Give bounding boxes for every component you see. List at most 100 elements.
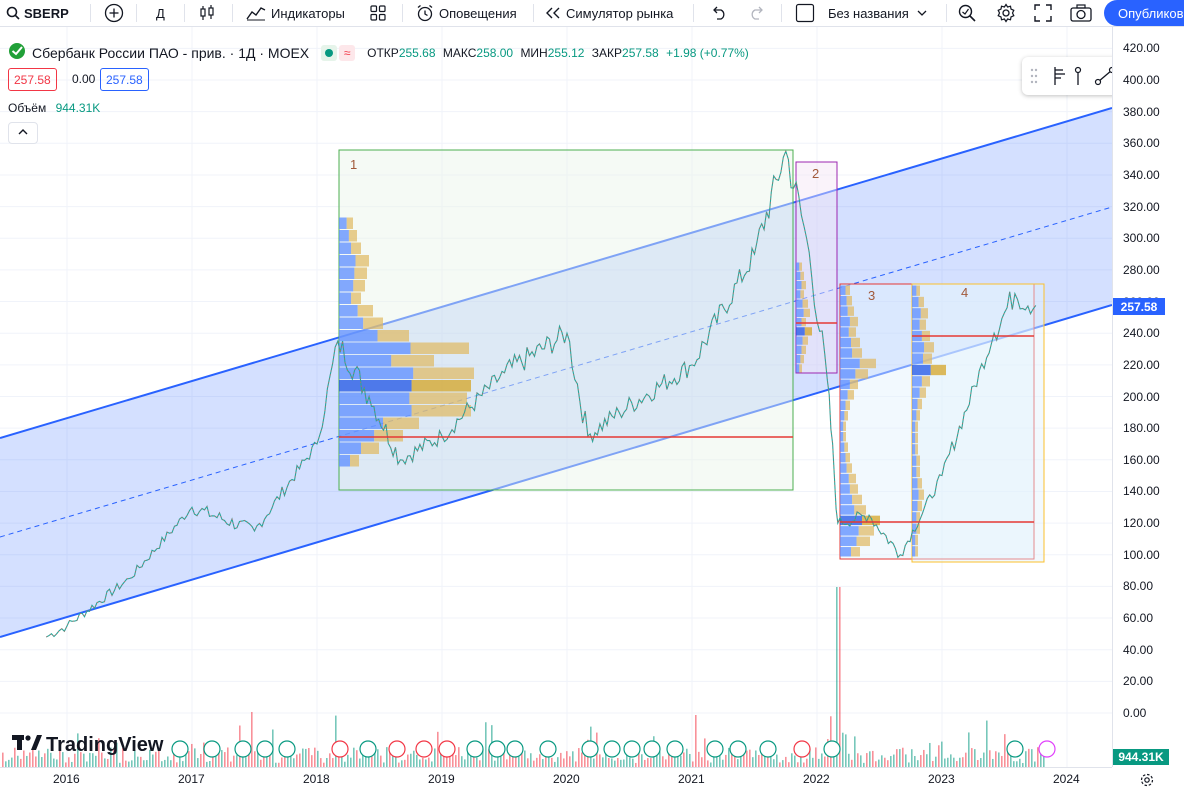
fullscreen-button[interactable]	[1034, 0, 1052, 26]
volume-bar	[794, 755, 796, 767]
volume-bar	[500, 753, 502, 767]
profile-bar-up	[796, 271, 801, 280]
volume-bar	[644, 759, 646, 767]
volume-bar	[926, 754, 928, 767]
symbol-title[interactable]: Сбербанк России ПАО - прив. · 1Д · MOEX	[32, 44, 310, 61]
compare-button[interactable]	[104, 0, 124, 26]
volume-bar	[233, 755, 235, 767]
box-number-label: 4	[961, 285, 968, 300]
volume-bar	[641, 754, 643, 767]
event-marker	[331, 740, 349, 758]
collapse-legend-button[interactable]	[8, 122, 38, 144]
profile-bar-up	[840, 421, 844, 431]
chart-type-button[interactable]	[198, 0, 216, 26]
time-tick-label: 2022	[803, 772, 830, 786]
profile-bar-down	[916, 512, 920, 523]
volume-bar	[380, 755, 382, 767]
profile-bar-down	[383, 417, 419, 429]
profile-bar-up	[339, 255, 356, 267]
volume-bar	[779, 762, 781, 767]
interval-button[interactable]: Д	[156, 0, 165, 26]
volume-bar	[41, 757, 43, 767]
volume-bar	[929, 742, 931, 767]
volume-bar	[863, 762, 865, 767]
profile-tool-icon[interactable]	[1052, 66, 1068, 91]
volume-bar	[287, 752, 289, 767]
volume-bar	[263, 750, 265, 767]
volume-bar	[758, 754, 760, 767]
tradingview-logo[interactable]: TradingView	[12, 733, 163, 757]
volume-bar	[617, 758, 619, 767]
sell-price-button[interactable]: 257.58	[8, 68, 57, 91]
volume-bar	[665, 759, 667, 767]
volume-bar	[161, 761, 163, 767]
volume-bar	[704, 738, 706, 767]
volume-bar	[338, 751, 340, 767]
undo-button[interactable]	[710, 0, 728, 26]
price-tick-label: 380.00	[1123, 104, 1160, 119]
volume-bar	[998, 752, 1000, 767]
symbol-search[interactable]: SBERP	[6, 0, 69, 26]
volume-bar	[530, 753, 532, 767]
volume-bar	[38, 750, 40, 767]
publish-button[interactable]: Опубликов	[1104, 0, 1184, 26]
chevron-down-icon	[917, 9, 927, 17]
price-axis[interactable]	[1112, 27, 1184, 767]
price-tick-label: 100.00	[1123, 547, 1160, 562]
volume-bar	[107, 758, 109, 767]
divider	[136, 4, 137, 22]
volume-bar	[782, 760, 784, 767]
volume-bar	[791, 753, 793, 767]
settings-button[interactable]	[996, 0, 1016, 26]
volume-bar	[164, 759, 166, 767]
volume-bar	[407, 754, 409, 767]
volume-bar	[536, 757, 538, 767]
profile-bar-down	[843, 431, 846, 442]
price-tick-label: 240.00	[1123, 326, 1160, 341]
volume-bar	[215, 752, 217, 767]
profile-bar-down	[919, 387, 926, 398]
profile-bar-down	[346, 217, 353, 229]
profile-bar-up	[339, 230, 349, 242]
divider	[402, 4, 403, 22]
price-tick-label: 60.00	[1123, 611, 1154, 626]
volume-bar	[35, 756, 37, 767]
volume-bar	[950, 754, 952, 767]
layout-menu[interactable]: Без названия	[795, 0, 927, 26]
volume-bar	[611, 758, 613, 767]
profile-bar-down	[858, 526, 874, 536]
quick-search-button[interactable]	[957, 0, 977, 26]
redo-icon	[748, 6, 766, 20]
buy-price-button[interactable]: 257.58	[100, 68, 149, 91]
time-axis[interactable]	[0, 767, 1112, 794]
redo-button[interactable]	[748, 0, 766, 26]
profile-bar-up	[840, 337, 851, 348]
profile-bar-down	[351, 242, 361, 254]
axis-settings-icon[interactable]	[1140, 773, 1154, 792]
profile-bar-up	[840, 358, 860, 369]
price-chart[interactable]: 1 2 3 4	[0, 27, 1112, 767]
profile-bar-down	[802, 336, 808, 345]
vertical-line-icon[interactable]	[1072, 66, 1084, 91]
drag-handle-icon[interactable]	[1030, 68, 1038, 89]
templates-button[interactable]	[370, 0, 386, 26]
price-tick-label: 20.00	[1123, 674, 1154, 689]
profile-bar-up	[796, 318, 802, 327]
volume-bar	[620, 759, 622, 767]
snapshot-button[interactable]	[1070, 0, 1092, 26]
profile-bar-down	[801, 318, 806, 327]
profile-bar-down	[847, 306, 854, 316]
indicators-button[interactable]: Индикаторы	[246, 0, 345, 26]
volume-bar	[155, 751, 157, 767]
profile-bar-up	[796, 327, 805, 336]
replay-button[interactable]: Симулятор рынка	[545, 0, 673, 26]
volume-bar	[458, 747, 460, 767]
volume-bar	[119, 762, 121, 767]
volume-bar	[1010, 749, 1012, 767]
alerts-button[interactable]: Оповещения	[416, 0, 517, 26]
volume-bar	[947, 757, 949, 767]
price-tick-label: 120.00	[1123, 516, 1160, 531]
profile-bar-up	[840, 369, 856, 379]
volume-bar	[224, 752, 226, 767]
profile-bar-down	[924, 342, 934, 353]
